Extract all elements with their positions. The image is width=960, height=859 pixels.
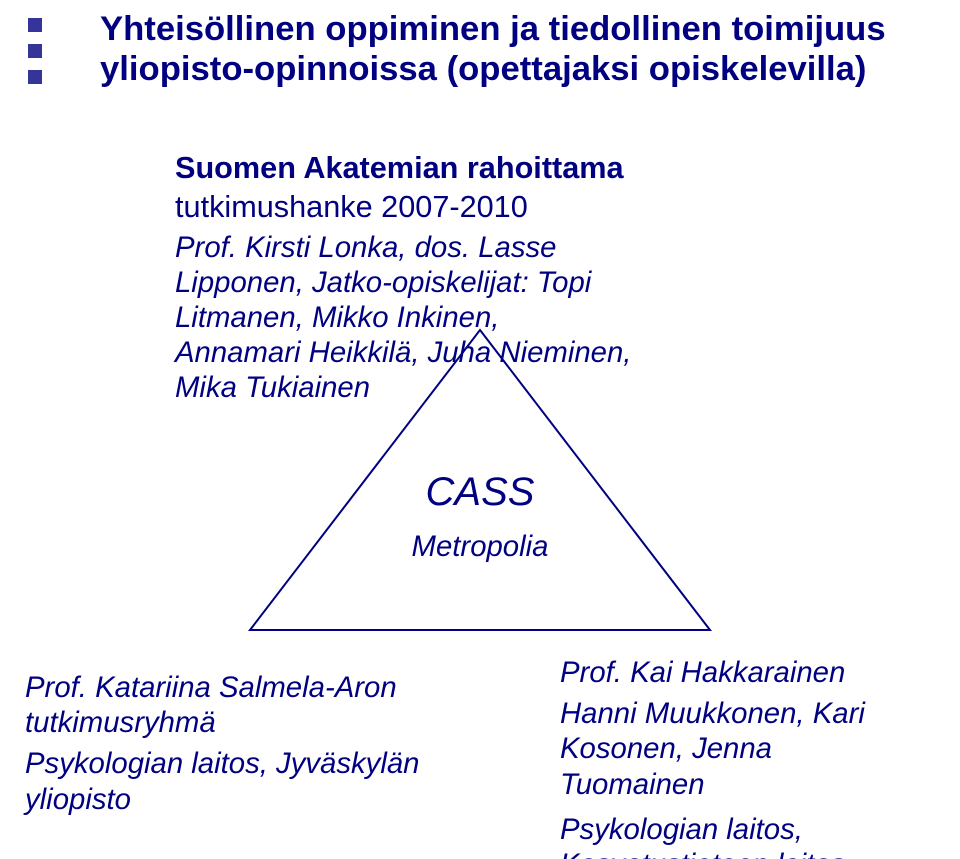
names-line: Hanni Muukkonen, Kari <box>560 696 940 731</box>
inst-line: Psykologian laitos, Jyväskylän <box>25 746 455 781</box>
bottom-right-names: Hanni Muukkonen, Kari Kosonen, Jenna Tuo… <box>560 696 940 802</box>
title-line: Yhteisöllinen oppiminen ja tiedollinen t… <box>100 10 920 50</box>
bottom-left-lead: Prof. Katariina Salmela-Aron tutkimusryh… <box>25 670 455 740</box>
bottom-right-block: Prof. Kai Hakkarainen Hanni Muukkonen, K… <box>560 655 940 859</box>
bottom-left-block: Prof. Katariina Salmela-Aron tutkimusryh… <box>25 670 455 817</box>
triangle-label-main: CASS <box>250 470 710 515</box>
lead-line: tutkimusryhmä <box>25 705 455 740</box>
inst-line: Psykologian laitos, <box>560 812 940 847</box>
bottom-right-institution: Psykologian laitos, Kasvatustieteen lait… <box>560 812 940 859</box>
slide-title: Yhteisöllinen oppiminen ja tiedollinen t… <box>100 10 920 90</box>
inst-line: Kasvatustieteen laitos <box>560 847 940 859</box>
inst-line: yliopisto <box>25 782 455 817</box>
subtitle-line: tutkimushanke 2007-2010 <box>175 189 875 226</box>
square-bullet-icon <box>28 44 42 58</box>
triangle-diagram: CASS Metropolia <box>250 330 710 630</box>
names-line: Tuomainen <box>560 767 940 802</box>
triangle-label-sub: Metropolia <box>250 530 710 564</box>
bullet-icon-stack <box>28 18 42 96</box>
square-bullet-icon <box>28 70 42 84</box>
names-line: Prof. Kirsti Lonka, dos. Lasse <box>175 230 875 265</box>
names-line: Kosonen, Jenna <box>560 731 940 766</box>
square-bullet-icon <box>28 18 42 32</box>
lead-line: Prof. Katariina Salmela-Aron <box>25 670 455 705</box>
title-line: yliopisto-opinnoissa (opettajaksi opiske… <box>100 50 920 90</box>
bottom-left-institution: Psykologian laitos, Jyväskylän yliopisto <box>25 746 455 816</box>
bottom-right-lead: Prof. Kai Hakkarainen <box>560 655 940 690</box>
names-line: Lipponen, Jatko-opiskelijat: Topi <box>175 265 875 300</box>
subtitle-line: Suomen Akatemian rahoittama <box>175 150 875 187</box>
slide-page: Yhteisöllinen oppiminen ja tiedollinen t… <box>0 0 960 859</box>
